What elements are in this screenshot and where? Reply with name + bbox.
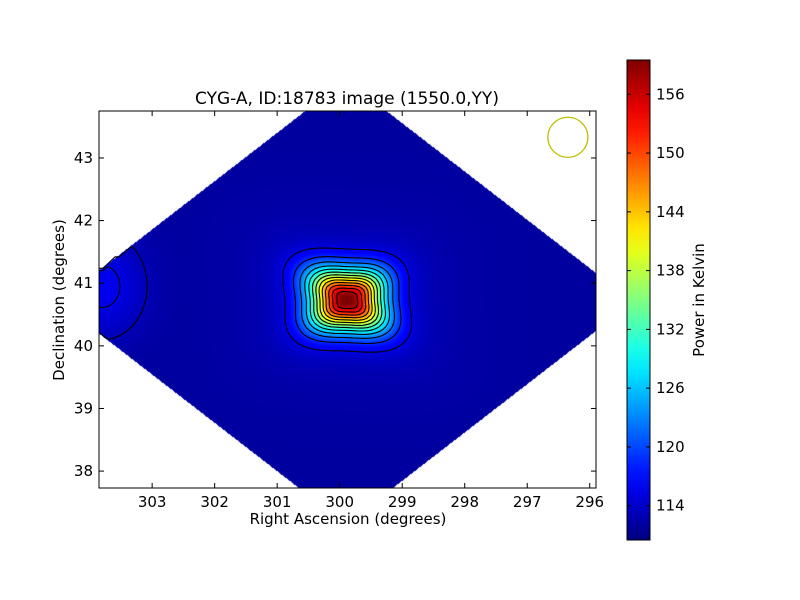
beam-marker-circle	[547, 116, 589, 158]
colorbar-gradient	[627, 60, 650, 540]
contour-line	[331, 287, 363, 313]
colorbar-tick-label: 144	[656, 203, 685, 221]
contour-line	[328, 284, 367, 316]
colorbar: 114 120 126 132 138 144 150 156 Power in Kelvin	[626, 59, 708, 541]
y-tick-label: 41	[74, 274, 93, 292]
contour-line	[336, 290, 359, 310]
x-tick-label: 296	[575, 493, 604, 511]
colorbar-tick-label: 120	[656, 438, 685, 456]
y-axis-label: Declination (degrees)	[50, 219, 68, 381]
x-tick-label: 301	[263, 493, 292, 511]
y-tick-label: 42	[74, 212, 93, 230]
x-axis-ticks: 303 302 301 300 299 298 297 296	[138, 111, 604, 511]
y-tick-label: 40	[74, 337, 93, 355]
x-tick-label: 298	[450, 493, 479, 511]
contour-line	[318, 276, 376, 324]
colorbar-ticks: 114 120 126 132 138 144 150 156	[627, 85, 685, 515]
colorbar-tick-label: 150	[656, 144, 685, 162]
colorbar-label: Power in Kelvin	[690, 243, 708, 357]
contour-lines	[99, 246, 413, 353]
x-tick-label: 299	[388, 493, 417, 511]
y-tick-label: 39	[74, 399, 93, 417]
plot-area: 303 302 301 300 299 298 297 296 38 39 40 41 42 43	[74, 110, 604, 511]
contour-line	[299, 261, 396, 339]
x-axis-label: Right Ascension (degrees)	[250, 510, 447, 528]
contour-line	[99, 247, 413, 353]
contour-line	[321, 279, 373, 321]
contour-line	[311, 271, 383, 329]
colorbar-tick-label: 156	[656, 85, 685, 103]
colorbar-tick-label: 132	[656, 320, 685, 338]
contour-line	[315, 274, 380, 326]
x-tick-label: 303	[138, 493, 167, 511]
contour-line	[292, 256, 402, 345]
x-tick-label: 300	[325, 493, 354, 511]
colorbar-frame	[626, 59, 651, 541]
y-axis-ticks: 38 39 40 41 42 43	[74, 149, 596, 480]
contour-line	[304, 265, 391, 335]
contour-line	[324, 281, 370, 319]
contour-line	[308, 268, 387, 332]
x-tick-label: 302	[200, 493, 229, 511]
y-tick-label: 38	[74, 462, 93, 480]
heatmap-raster	[99, 111, 596, 488]
y-tick-label: 43	[74, 149, 93, 167]
colorbar-tick-label: 114	[656, 497, 685, 515]
contour-line-edge-feature	[99, 246, 148, 340]
x-tick-label: 297	[513, 493, 542, 511]
colorbar-tick-label: 126	[656, 379, 685, 397]
heatmap-image	[99, 111, 596, 488]
plot-frame	[98, 110, 597, 489]
chart-title: CYG-A, ID:18783 image (1550.0,YY)	[195, 89, 499, 109]
colorbar-tick-label: 138	[656, 262, 685, 280]
